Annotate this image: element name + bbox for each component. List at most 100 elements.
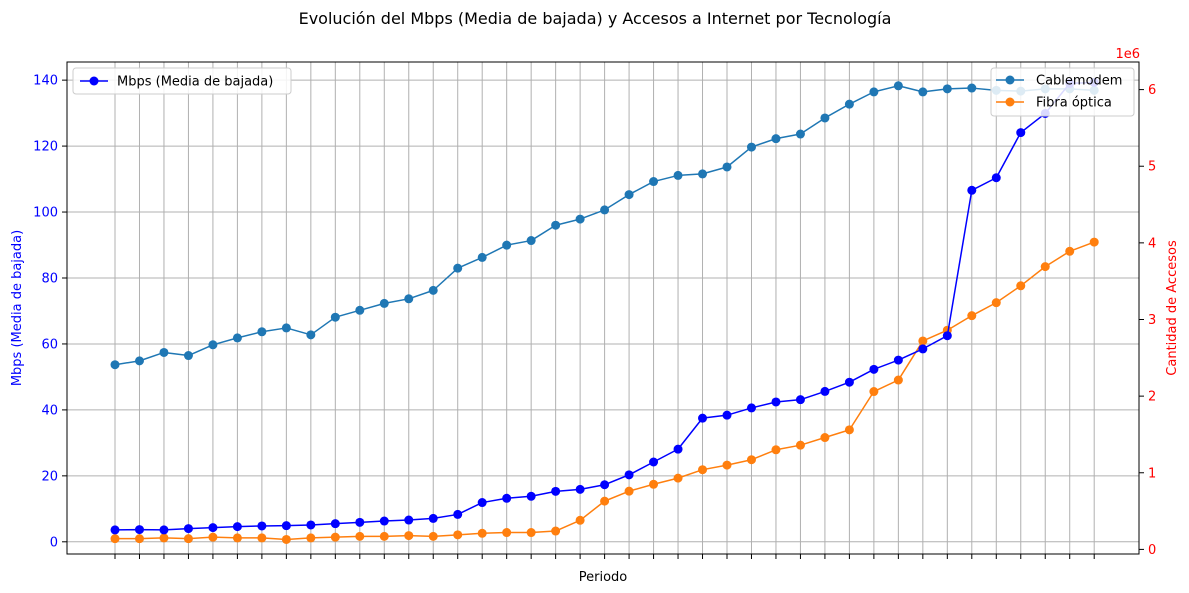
- fibra-point-16: [502, 528, 512, 538]
- x-ticks: [114, 554, 1095, 559]
- mbps-point-27: [771, 397, 781, 407]
- cablemodem-point-26: [746, 142, 756, 152]
- cablemodem-point-25: [722, 162, 732, 172]
- right-y-tick-label-2: 2: [1148, 390, 1156, 405]
- mbps-point-17: [526, 491, 536, 501]
- cablemodem-point-30: [844, 99, 854, 109]
- left-y-tick-label-0: 0: [50, 535, 58, 550]
- cablemodem-point-10: [355, 305, 365, 315]
- legend-left-box: [72, 67, 292, 95]
- right-y-tick-label-0: 0: [1148, 543, 1156, 558]
- fibra-point-38: [1040, 262, 1050, 272]
- fibra-point-13: [428, 531, 438, 541]
- mbps-point-11: [379, 516, 389, 526]
- left-axis-label: Mbps (Media de bajada): [10, 230, 25, 386]
- cablemodem-point-22: [649, 177, 659, 187]
- legend-mbps-label: Mbps (Media de bajada): [117, 75, 273, 90]
- legend-fibra-marker: [1005, 97, 1015, 107]
- left-y-tick-label-2: 40: [41, 403, 58, 418]
- fibra-point-7: [281, 534, 291, 544]
- plot-frame: [66, 61, 1140, 555]
- right-axis-multiplier: 1e6: [1115, 47, 1140, 62]
- fibra-point-26: [746, 455, 756, 465]
- fibra-point-8: [306, 533, 316, 543]
- mbps-point-2: [159, 525, 169, 535]
- fibra-point-30: [844, 425, 854, 435]
- fibra-point-2: [159, 533, 169, 543]
- cablemodem-point-34: [942, 84, 952, 94]
- fibra-point-25: [722, 460, 732, 470]
- cablemodem-point-7: [281, 323, 291, 333]
- fibra-point-33: [918, 336, 928, 346]
- legend-mbps-marker: [89, 76, 99, 86]
- left-y-tick-label-7: 140: [33, 74, 58, 89]
- right-y-tick-label-6: 6: [1148, 83, 1156, 98]
- fibra-point-15: [477, 528, 487, 538]
- legend-fibra-label: Fibra óptica: [1036, 96, 1112, 111]
- mbps-point-34: [942, 331, 952, 341]
- mbps-point-9: [330, 519, 340, 529]
- cablemodem-point-6: [257, 327, 267, 337]
- mbps-point-0: [110, 525, 120, 535]
- fibra-point-35: [967, 311, 977, 321]
- fibra-point-4: [208, 532, 218, 542]
- cablemodem-point-16: [502, 240, 512, 250]
- fibra-point-23: [673, 473, 683, 483]
- cablemodem-point-15: [477, 252, 487, 262]
- mbps-point-19: [575, 484, 585, 494]
- left-y-tick-label-4: 80: [41, 271, 58, 286]
- fibra-point-27: [771, 445, 781, 455]
- right-y-tick-label-4: 4: [1148, 236, 1156, 251]
- fibra-point-29: [820, 433, 830, 443]
- mbps-point-15: [477, 498, 487, 508]
- grid-lines: [67, 62, 1139, 554]
- fibra-point-12: [404, 531, 414, 541]
- mbps-point-35: [967, 185, 977, 195]
- mbps-point-3: [183, 524, 193, 534]
- mbps-point-14: [453, 509, 463, 519]
- fibra-point-20: [600, 496, 610, 506]
- mbps-point-20: [600, 480, 610, 490]
- cablemodem-point-2: [159, 347, 169, 357]
- fibra-point-24: [698, 465, 708, 475]
- cablemodem-point-12: [404, 294, 414, 304]
- mbps-point-36: [991, 173, 1001, 183]
- fibra-point-3: [183, 534, 193, 544]
- cablemodem-point-29: [820, 113, 830, 123]
- cablemodem-point-14: [453, 263, 463, 273]
- fibra-point-21: [624, 486, 634, 496]
- mbps-point-1: [134, 525, 144, 535]
- legend-right: Cablemodem Fibra óptica: [990, 67, 1135, 117]
- mbps-point-31: [869, 364, 879, 374]
- cablemodem-point-24: [698, 169, 708, 179]
- cablemodem-point-13: [428, 285, 438, 295]
- mbps-point-32: [893, 355, 903, 365]
- cablemodem-point-5: [232, 333, 242, 343]
- cablemodem-point-4: [208, 340, 218, 350]
- cablemodem-point-20: [600, 205, 610, 215]
- left-y-tick-label-5: 100: [33, 206, 58, 221]
- mbps-point-12: [404, 515, 414, 525]
- fibra-point-19: [575, 515, 585, 525]
- mbps-point-33: [918, 344, 928, 354]
- fibra-point-0: [110, 534, 120, 544]
- mbps-point-23: [673, 444, 683, 454]
- fibra-point-39: [1065, 246, 1075, 256]
- fibra-point-40: [1089, 237, 1099, 247]
- mbps-point-25: [722, 410, 732, 420]
- fibra-point-32: [893, 375, 903, 385]
- mbps-point-28: [795, 395, 805, 405]
- legend-cablemodem-label: Cablemodem: [1036, 74, 1122, 89]
- cablemodem-point-19: [575, 214, 585, 224]
- legend-cablemodem-marker: [1005, 75, 1015, 85]
- fibra-point-17: [526, 528, 536, 538]
- cablemodem-point-35: [967, 83, 977, 93]
- legend-left: Mbps (Media de bajada): [72, 67, 292, 95]
- mbps-point-6: [257, 521, 267, 531]
- right-y-tick-label-1: 1: [1148, 466, 1156, 481]
- mbps-point-5: [232, 522, 242, 532]
- chart-title: Evolución del Mbps (Media de bajada) y A…: [299, 9, 892, 28]
- left-y-tick-label-3: 60: [41, 337, 58, 352]
- mbps-point-29: [820, 386, 830, 396]
